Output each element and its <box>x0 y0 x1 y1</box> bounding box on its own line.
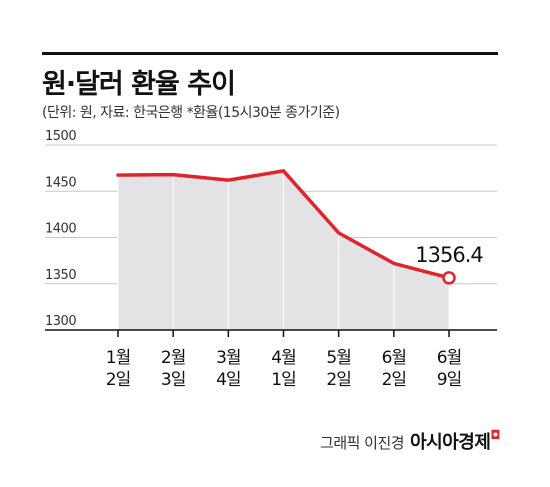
series-polyline <box>116 169 451 280</box>
x-tick-label-line: 9일 <box>437 370 461 390</box>
x-tick-label-line: 2월 <box>161 348 185 368</box>
y-tick-label-1500: 1500 <box>45 129 76 144</box>
annotation: 1356.4 <box>415 243 484 285</box>
credit-prefix: 그래픽 이진경 <box>320 434 405 452</box>
brand-mark-icon: ◘ <box>490 428 500 442</box>
x-tick-label-line: 2일 <box>382 370 406 390</box>
end-point-label: 1356.4 <box>415 243 483 267</box>
top-rule <box>42 52 498 55</box>
chart-subtitle: (단위: 원, 자료: 한국은행 *환율(15시30분 종가기준) <box>42 105 340 121</box>
y-tick-labels: 1500 1450 1400 1350 1300 <box>45 129 77 329</box>
x-tick-label-line: 4월 <box>271 348 295 368</box>
x-tick-label-line: 6월 <box>382 348 406 368</box>
x-tick-label-line: 3월 <box>216 348 240 368</box>
series-line <box>116 169 451 280</box>
brand-logo: 아시아경제 <box>410 432 491 453</box>
x-tick-label-line: 2일 <box>326 370 350 390</box>
category-dividers <box>117 170 450 330</box>
x-tick-label-line: 3일 <box>161 370 185 390</box>
end-point-marker <box>442 271 456 285</box>
y-tick-label-1400: 1400 <box>45 222 76 237</box>
x-tick-label-line: 4일 <box>216 370 240 390</box>
x-tick-label-line: 1일 <box>271 370 295 390</box>
chart-title: 원·달러 환율 추이 <box>42 69 236 100</box>
x-tick-label-line: 1월 <box>106 348 130 368</box>
x-tick-label-line: 5월 <box>326 348 350 368</box>
credit: 그래픽 이진경 아시아경제◘ <box>320 428 500 454</box>
y-tick-label-1450: 1450 <box>45 175 76 190</box>
x-tick-label-line: 2일 <box>106 370 130 390</box>
y-tick-label-1300: 1300 <box>45 314 76 329</box>
x-tick-label-line: 6월 <box>437 348 461 368</box>
x-axis <box>45 329 497 337</box>
y-tick-label-1350: 1350 <box>45 268 76 283</box>
